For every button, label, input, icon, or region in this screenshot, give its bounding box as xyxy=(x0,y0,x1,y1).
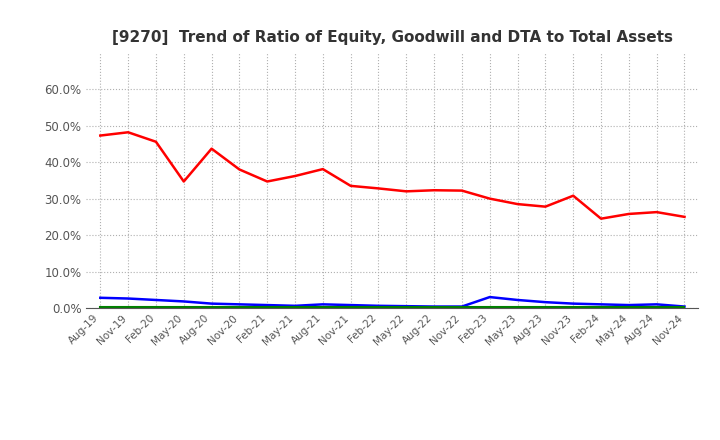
Goodwill xyxy=(402,304,410,309)
Equity xyxy=(318,166,327,172)
Goodwill xyxy=(318,302,327,307)
Deferred Tax Assets xyxy=(96,304,104,310)
Line: Equity: Equity xyxy=(100,132,685,219)
Equity xyxy=(207,146,216,151)
Deferred Tax Assets xyxy=(263,304,271,310)
Goodwill xyxy=(235,302,243,307)
Goodwill xyxy=(485,294,494,300)
Deferred Tax Assets xyxy=(485,304,494,310)
Deferred Tax Assets xyxy=(458,304,467,310)
Deferred Tax Assets xyxy=(597,304,606,310)
Goodwill xyxy=(124,296,132,301)
Goodwill xyxy=(541,300,550,305)
Deferred Tax Assets xyxy=(541,304,550,310)
Goodwill xyxy=(152,297,161,303)
Goodwill xyxy=(207,301,216,306)
Deferred Tax Assets xyxy=(374,304,383,310)
Deferred Tax Assets xyxy=(402,304,410,310)
Goodwill xyxy=(263,302,271,308)
Goodwill xyxy=(624,302,633,308)
Goodwill xyxy=(430,304,438,309)
Goodwill xyxy=(569,301,577,306)
Goodwill xyxy=(513,297,522,303)
Deferred Tax Assets xyxy=(652,304,661,310)
Deferred Tax Assets xyxy=(235,304,243,310)
Goodwill xyxy=(179,299,188,304)
Equity xyxy=(430,187,438,193)
Goodwill xyxy=(96,295,104,301)
Equity xyxy=(263,179,271,184)
Equity xyxy=(152,139,161,144)
Deferred Tax Assets xyxy=(513,304,522,310)
Equity xyxy=(458,188,467,193)
Goodwill xyxy=(597,302,606,307)
Goodwill xyxy=(374,303,383,308)
Deferred Tax Assets xyxy=(318,304,327,310)
Deferred Tax Assets xyxy=(207,304,216,310)
Goodwill xyxy=(680,304,689,309)
Goodwill xyxy=(291,303,300,308)
Equity xyxy=(541,204,550,209)
Equity xyxy=(374,186,383,191)
Equity xyxy=(291,173,300,179)
Deferred Tax Assets xyxy=(569,304,577,310)
Equity xyxy=(179,179,188,184)
Goodwill xyxy=(652,302,661,307)
Deferred Tax Assets xyxy=(346,304,355,310)
Deferred Tax Assets xyxy=(152,304,161,310)
Line: Goodwill: Goodwill xyxy=(100,297,685,307)
Deferred Tax Assets xyxy=(430,304,438,310)
Equity xyxy=(513,202,522,207)
Equity xyxy=(485,196,494,201)
Deferred Tax Assets xyxy=(124,304,132,310)
Equity xyxy=(346,183,355,188)
Equity xyxy=(652,209,661,215)
Deferred Tax Assets xyxy=(680,304,689,310)
Goodwill xyxy=(458,304,467,309)
Equity xyxy=(402,189,410,194)
Equity xyxy=(96,133,104,138)
Equity xyxy=(597,216,606,221)
Deferred Tax Assets xyxy=(179,304,188,310)
Goodwill xyxy=(346,302,355,308)
Equity xyxy=(124,130,132,135)
Equity xyxy=(680,214,689,220)
Equity xyxy=(569,193,577,198)
Equity xyxy=(235,167,243,172)
Deferred Tax Assets xyxy=(624,304,633,310)
Equity xyxy=(624,211,633,216)
Title: [9270]  Trend of Ratio of Equity, Goodwill and DTA to Total Assets: [9270] Trend of Ratio of Equity, Goodwil… xyxy=(112,29,673,45)
Deferred Tax Assets xyxy=(291,304,300,310)
